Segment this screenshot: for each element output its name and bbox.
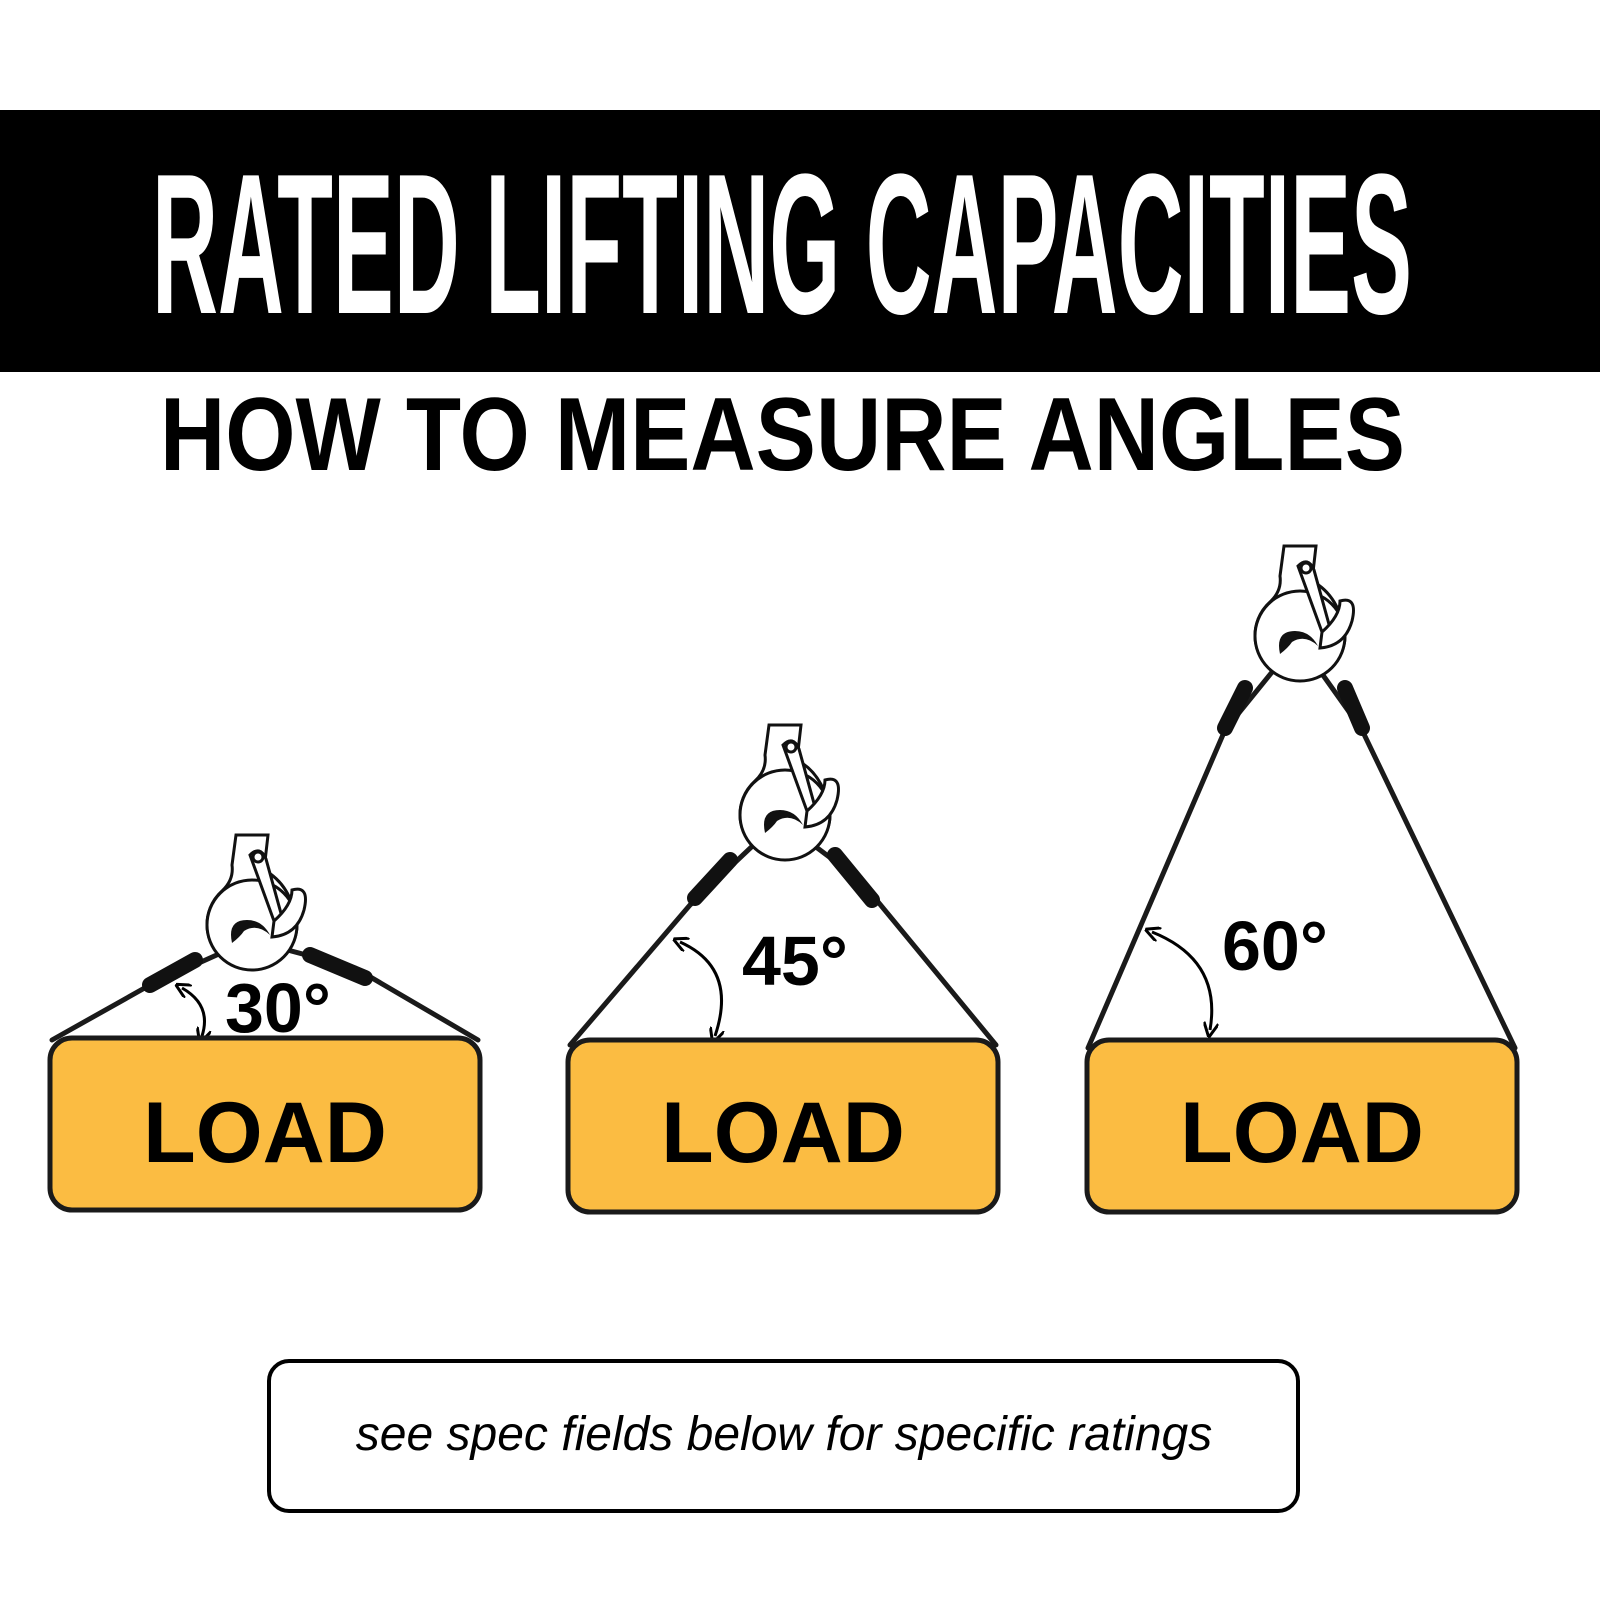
crane-hook-icon — [205, 833, 307, 972]
note-box — [267, 1359, 1300, 1513]
angle-label: 45° — [742, 922, 848, 1000]
page-title: RATED LIFTING CAPACITIES — [152, 133, 1412, 356]
sling-sleeves — [1217, 680, 1370, 736]
note-text: see spec fields below for specific ratin… — [356, 1408, 1212, 1461]
sling-diagram-60: 60° LOAD — [1084, 544, 1520, 1215]
angle-arrow-icon — [1152, 932, 1212, 1030]
angle-arrow-icon — [182, 988, 205, 1036]
page-subtitle: HOW TO MEASURE ANGLES — [160, 377, 1405, 493]
sling-sleeves — [687, 847, 880, 908]
angle-label: 30° — [225, 969, 331, 1047]
title-banner — [0, 110, 1600, 372]
sling-sleeves — [142, 947, 373, 993]
load-label: LOAD — [661, 1085, 905, 1181]
angle-arrow-icon — [680, 942, 722, 1036]
load-box — [565, 1037, 1001, 1215]
load-label: LOAD — [1180, 1085, 1424, 1181]
angle-label: 60° — [1222, 907, 1328, 985]
crane-hook-icon — [738, 723, 840, 862]
load-label: LOAD — [143, 1085, 387, 1181]
crane-hook-icon — [1253, 544, 1355, 683]
load-box — [1084, 1037, 1520, 1215]
sling-legs — [1085, 635, 1518, 1051]
load-box — [47, 1035, 483, 1213]
sling-diagram-45: 45° LOAD — [565, 723, 1001, 1215]
sling-diagram-30: 30° LOAD — [47, 833, 483, 1213]
